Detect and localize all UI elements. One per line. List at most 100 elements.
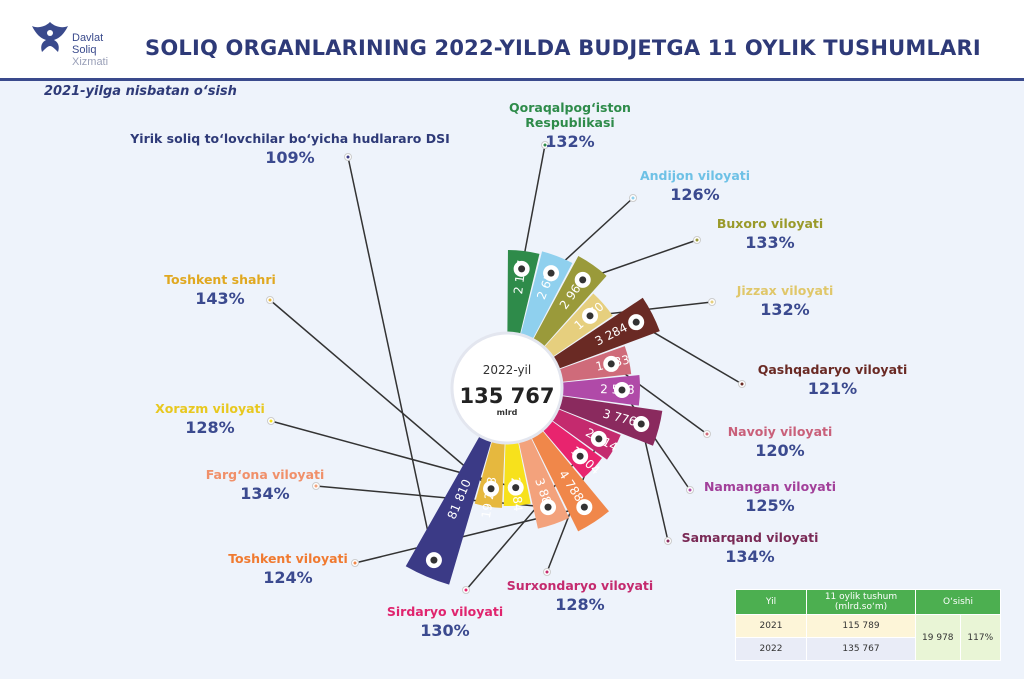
leader-anchor-dot-12: [269, 419, 273, 423]
sector-6: [546, 375, 640, 406]
label-name: Toshkent shahri: [164, 272, 276, 287]
leader-anchor-dot-9: [464, 588, 468, 592]
label-growth: 132%: [545, 132, 595, 151]
label-name: Namangan viloyati: [703, 479, 837, 494]
label-name: Toshkent viloyati: [228, 551, 348, 566]
leader-anchor-dot-1: [631, 196, 635, 200]
marker-dot-10: [580, 503, 588, 511]
leader-anchor-dot-10: [353, 561, 357, 565]
summary-header-row: Yil 11 oylik tushum (mlrd.so‘m) O‘sishi: [735, 589, 1001, 615]
summary-year-2022: 2022: [735, 637, 807, 661]
label-name: Navoiy viloyati: [727, 424, 833, 439]
label-growth: 124%: [263, 568, 313, 587]
marker-dot-8: [595, 435, 603, 443]
leader-line-14: [347, 156, 435, 561]
label-name: Andijon viloyati: [639, 168, 751, 183]
label-growth: 133%: [745, 233, 795, 252]
sector-11: [515, 424, 570, 529]
page-title: SOLIQ ORGANLARINING 2022-YILDA BUDJETGA …: [145, 36, 981, 60]
label-name: Qoraqalpog‘iston Respublikasi: [509, 100, 631, 130]
summary-table: Yil 11 oylik tushum (mlrd.so‘m) O‘sishi …: [735, 589, 1002, 661]
sector-1: [516, 251, 573, 353]
center-circle: [450, 331, 564, 445]
leader-anchor-dot-14: [346, 155, 350, 159]
center-year-label: 2022-yil: [483, 363, 531, 377]
label-navoiy: Navoiy viloyati 120%: [705, 424, 855, 460]
leader-anchor-dot-5: [705, 432, 709, 436]
summary-value-2022: 135 767: [806, 637, 916, 661]
leader-line-0: [520, 144, 546, 270]
summary-value-2021: 115 789: [806, 614, 916, 638]
leader-anchor-dot-3: [710, 300, 714, 304]
label-name: Buxoro viloyati: [716, 216, 824, 231]
leader-anchor-dot-7: [666, 539, 670, 543]
sector-0: [507, 250, 540, 350]
chart-subtitle: 2021-yilga nisbatan o‘sish: [44, 84, 237, 99]
label-buxoro: Buxoro viloyati 133%: [695, 216, 845, 252]
logo-text-1: Davlat: [72, 32, 104, 44]
summary-header-value: 11 oylik tushum (mlrd.so‘m): [806, 589, 916, 615]
leader-anchor-dot-6: [688, 488, 692, 492]
marker-dot-12: [512, 484, 520, 492]
eagle-logo-icon: [32, 22, 68, 52]
label-name: Qashqadaryo viloyati: [757, 362, 908, 377]
leader-anchor-dot-4: [740, 382, 744, 386]
label-samarqand: Samarqand viloyati 134%: [665, 530, 835, 566]
logo: Davlat Soliq Xizmati: [30, 16, 160, 72]
marker-dot-6: [618, 386, 626, 394]
label-growth: 128%: [555, 595, 605, 614]
label-growth: 128%: [185, 418, 235, 437]
leader-anchor-dot-2: [695, 238, 699, 242]
summary-header-growth: O‘sishi: [915, 589, 1001, 615]
label-name: Xorazm viloyati: [155, 401, 265, 416]
label-qoraqalpogiston: Qoraqalpog‘iston Respublikasi 132%: [480, 100, 660, 151]
label-name: Yirik soliq to‘lovchilar bo‘yicha hudlar…: [130, 131, 450, 146]
marker-dot-11: [544, 503, 552, 511]
label-sirdaryo: Sirdaryo viloyati 130%: [370, 604, 520, 640]
leader-line-13: [269, 299, 492, 490]
summary-growth-abs: 19 978: [915, 614, 961, 661]
label-jizzax: Jizzax viloyati 132%: [710, 283, 860, 319]
header: [0, 0, 1024, 80]
marker-dot-5: [607, 360, 615, 368]
summary-growth-pct: 117%: [959, 614, 1002, 661]
header-divider: [0, 78, 1024, 81]
marker-dot-7: [637, 420, 645, 428]
sector-14: [405, 422, 496, 585]
label-growth: 132%: [760, 300, 810, 319]
label-name: Surxondaryo viloyati: [506, 578, 654, 593]
label-growth: 120%: [755, 441, 805, 460]
logo-text-2: Soliq: [72, 44, 97, 56]
marker-dot-9: [576, 452, 584, 460]
label-qashqadaryo: Qashqadaryo viloyati 121%: [745, 362, 920, 398]
leader-line-5: [610, 363, 708, 435]
leader-anchor-dot-11: [314, 484, 318, 488]
summary-year-2021: 2021: [735, 614, 807, 638]
logo-text-3: Xizmati: [72, 56, 109, 68]
label-growth: 130%: [420, 621, 470, 640]
label-growth: 125%: [745, 496, 795, 515]
label-dsi: Yirik soliq to‘lovchilar bo‘yicha hudlar…: [125, 131, 455, 167]
label-toshkent-viloyati: Toshkent viloyati 124%: [213, 551, 363, 587]
label-name: Samarqand viloyati: [681, 530, 819, 545]
leader-line-7: [640, 423, 669, 542]
label-growth: 121%: [807, 379, 858, 398]
sector-5: [544, 346, 632, 384]
leader-anchor-dot-13: [268, 298, 272, 302]
label-name: Sirdaryo viloyati: [386, 604, 504, 619]
label-growth: 143%: [195, 289, 245, 308]
marker-dot-3: [586, 312, 594, 320]
marker-dot-1: [547, 269, 555, 277]
leader-anchor-dot-8: [545, 570, 549, 574]
center-unit: mlrd: [497, 408, 518, 417]
label-surxondaryo: Surxondaryo viloyati 128%: [495, 578, 665, 614]
marker-dot-4: [632, 318, 640, 326]
label-growth: 109%: [265, 148, 315, 167]
label-fargona: Farg‘ona viloyati 134%: [190, 467, 340, 503]
summary-row-2022: 2022 135 767: [735, 637, 1001, 661]
marker-dot-14: [430, 556, 438, 564]
center-total-value: 135 767: [460, 384, 555, 408]
label-name: Farg‘ona viloyati: [205, 467, 325, 482]
marker-dot-2: [579, 276, 587, 284]
